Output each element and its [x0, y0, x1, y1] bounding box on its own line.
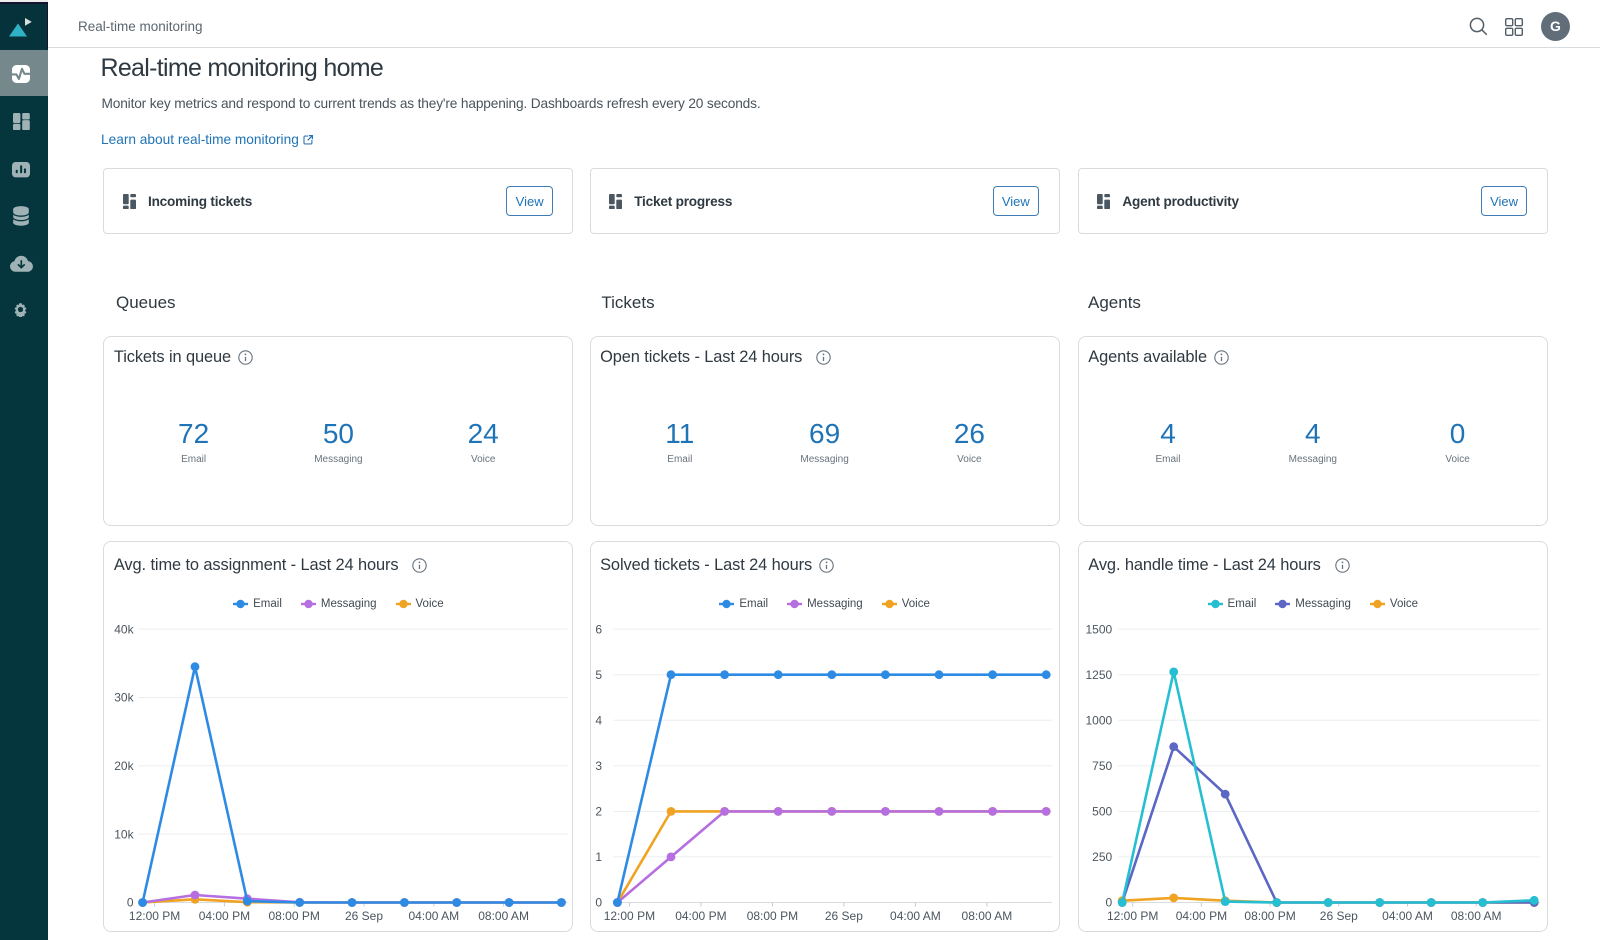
svg-text:12:00 PM: 12:00 PM [1107, 909, 1158, 923]
svg-text:3: 3 [595, 759, 602, 773]
svg-text:5: 5 [595, 668, 602, 682]
svg-text:12:00 PM: 12:00 PM [129, 909, 180, 923]
svg-text:08:00 AM: 08:00 AM [961, 909, 1012, 923]
svg-text:20k: 20k [115, 759, 135, 773]
svg-text:1000: 1000 [1085, 714, 1112, 728]
svg-text:04:00 PM: 04:00 PM [1176, 909, 1227, 923]
svg-text:500: 500 [1092, 805, 1112, 819]
svg-text:08:00 AM: 08:00 AM [479, 909, 530, 923]
svg-text:1500: 1500 [1085, 623, 1112, 637]
svg-text:04:00 AM: 04:00 AM [409, 909, 460, 923]
svg-text:0: 0 [1105, 896, 1112, 910]
svg-text:10k: 10k [115, 828, 135, 842]
svg-text:26 Sep: 26 Sep [824, 909, 862, 923]
svg-text:26 Sep: 26 Sep [1320, 909, 1358, 923]
svg-text:1: 1 [595, 850, 602, 864]
svg-text:1250: 1250 [1085, 668, 1112, 682]
svg-text:750: 750 [1092, 759, 1112, 773]
svg-text:26 Sep: 26 Sep [345, 909, 383, 923]
svg-text:40k: 40k [115, 623, 135, 637]
svg-text:2: 2 [595, 805, 602, 819]
svg-text:12:00 PM: 12:00 PM [603, 909, 654, 923]
svg-text:08:00 PM: 08:00 PM [746, 909, 797, 923]
svg-text:04:00 AM: 04:00 AM [890, 909, 941, 923]
svg-text:250: 250 [1092, 850, 1112, 864]
svg-text:04:00 PM: 04:00 PM [199, 909, 250, 923]
svg-text:04:00 AM: 04:00 AM [1382, 909, 1433, 923]
svg-text:0: 0 [595, 896, 602, 910]
svg-text:30k: 30k [115, 691, 135, 705]
svg-text:08:00 PM: 08:00 PM [1244, 909, 1295, 923]
svg-text:4: 4 [595, 714, 602, 728]
svg-text:08:00 PM: 08:00 PM [269, 909, 320, 923]
svg-text:0: 0 [127, 896, 134, 910]
svg-text:6: 6 [595, 623, 602, 637]
svg-text:08:00 AM: 08:00 AM [1451, 909, 1502, 923]
svg-text:04:00 PM: 04:00 PM [675, 909, 726, 923]
